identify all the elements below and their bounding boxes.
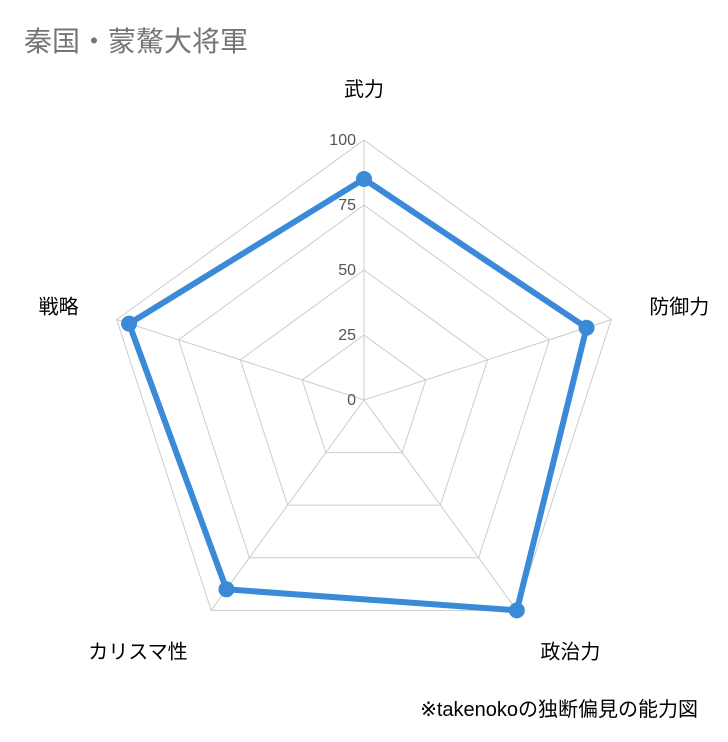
tick-label: 50	[338, 262, 356, 279]
tick-label: 0	[347, 392, 356, 409]
axis-label: 戦略	[39, 295, 79, 318]
chart-footnote: ※takenokoの独断偏見の能力図	[420, 693, 698, 722]
data-marker	[509, 602, 525, 618]
tick-label: 100	[329, 132, 356, 149]
data-marker	[579, 320, 595, 336]
axis-label: カリスマ性	[88, 641, 187, 664]
tick-label: 75	[338, 197, 356, 214]
radar-svg: 武力防御力政治力 カリスマ性 戦略 0 25 50 75 100	[0, 70, 728, 690]
axis-label: 防御力	[649, 295, 709, 318]
axis-label: 武力	[344, 78, 384, 101]
axis-label: 政治力	[540, 641, 600, 664]
tick-label: 25	[338, 327, 356, 344]
data-marker	[218, 581, 234, 597]
chart-container: 秦国・蒙驁大将軍 武力防御力政治力 カリスマ性 戦略 0 25 50 75 100 ※take…	[0, 0, 728, 742]
data-marker	[121, 316, 137, 332]
data-polygon	[129, 179, 586, 610]
radar-chart: 武力防御力政治力 カリスマ性 戦略 0 25 50 75 100	[0, 70, 728, 690]
chart-title: 秦国・蒙驁大将軍	[24, 20, 248, 60]
data-marker	[356, 171, 372, 187]
